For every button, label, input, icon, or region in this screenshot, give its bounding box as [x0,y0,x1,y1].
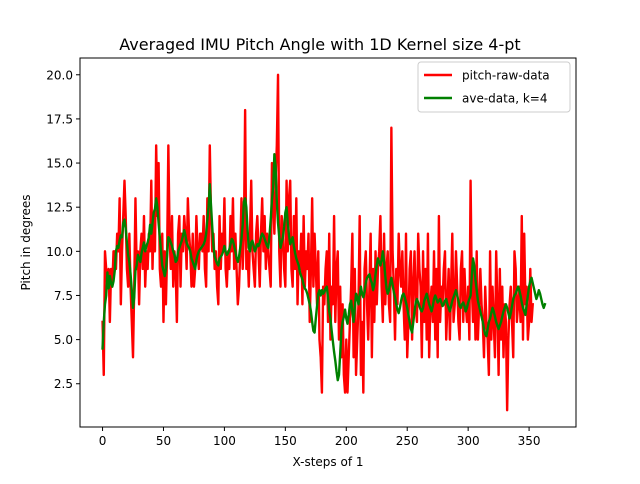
y-tick-label: 15.0 [46,157,73,171]
legend-label-pitch-raw-data: pitch-raw-data [462,69,550,83]
axes-frame [79,57,577,428]
chart-title: Averaged IMU Pitch Angle with 1D Kernel … [119,35,520,54]
y-tick-label: 10.0 [46,245,73,259]
x-tick-label: 0 [99,434,107,448]
plot-area [79,57,577,428]
x-tick-label: 250 [396,434,419,448]
y-tick-label: 20.0 [46,68,73,82]
legend-label-ave-data: ave-data, k=4 [462,92,547,106]
legend: pitch-raw-data ave-data, k=4 [417,61,571,113]
x-tick-label: 50 [156,434,171,448]
y-tick-label: 5.0 [54,333,73,347]
x-tick-label: 200 [335,434,358,448]
series-line-ave-data [101,153,547,382]
legend-box [417,61,571,113]
y-axis-label: Pitch in degrees [19,194,33,290]
x-axis: 0 50 100 150 200 250 300 350 [99,427,541,448]
x-tick-label: 150 [274,434,297,448]
y-axis: 2.5 5.0 7.5 10.0 12.5 15.0 17.5 20.0 [46,68,80,391]
x-axis-label: X-steps of 1 [293,455,364,469]
y-tick-label: 7.5 [54,289,73,303]
y-tick-label: 2.5 [54,377,73,391]
x-tick-label: 100 [213,434,236,448]
y-tick-label: 12.5 [46,201,73,215]
y-tick-label: 17.5 [46,112,73,126]
x-tick-label: 300 [457,434,480,448]
x-tick-label: 350 [518,434,541,448]
